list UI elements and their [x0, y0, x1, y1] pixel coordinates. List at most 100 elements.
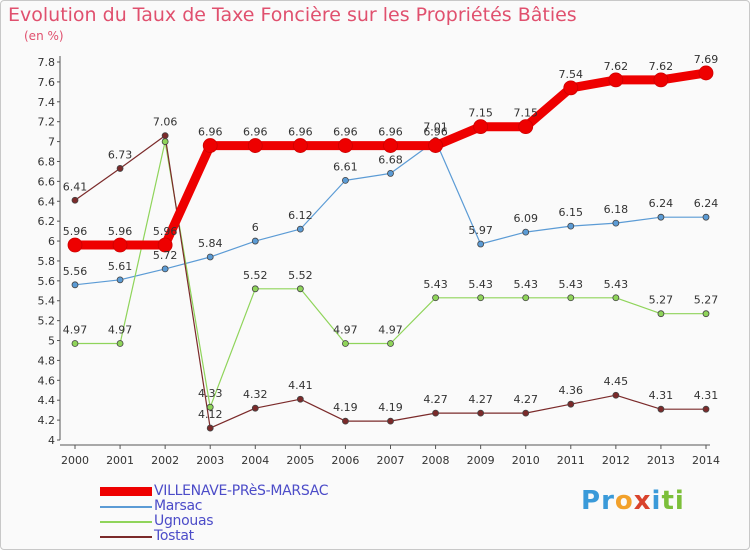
series-line [74, 141, 707, 408]
y-tick-label: 5.6 [38, 275, 56, 288]
data-point [387, 340, 394, 347]
data-label: 4.33 [198, 387, 223, 400]
data-label: 6 [252, 221, 259, 234]
y-tick-label: 7.2 [38, 116, 56, 129]
data-point [387, 417, 394, 425]
data-label: 5.72 [153, 249, 178, 262]
data-label: 5.56 [63, 265, 88, 278]
data-point [432, 409, 439, 417]
data-label: 5.43 [468, 278, 493, 291]
data-point [161, 138, 169, 145]
data-point [206, 424, 214, 432]
data-point [206, 403, 214, 411]
data-point [608, 72, 624, 88]
data-point [657, 405, 665, 413]
data-point [296, 285, 304, 293]
data-point [612, 294, 620, 302]
data-label: 6.15 [559, 206, 584, 219]
x-tick-label: 2004 [241, 454, 269, 467]
y-tick-label: 4 [48, 434, 55, 447]
data-point [161, 132, 169, 140]
data-label: 4.27 [423, 393, 448, 406]
data-point [157, 237, 173, 253]
data-point [567, 222, 575, 230]
x-tick-label: 2012 [602, 454, 630, 467]
data-point [563, 80, 579, 96]
data-point [67, 237, 83, 253]
data-point [567, 400, 575, 408]
data-label: 4.97 [108, 324, 133, 337]
data-point [522, 228, 530, 236]
data-label: 4.19 [333, 401, 358, 414]
data-label: 7.15 [513, 107, 538, 120]
data-label: 4.97 [333, 324, 358, 337]
x-tick-label: 2003 [196, 454, 224, 467]
data-label: 5.61 [108, 260, 133, 273]
legend-swatch [100, 520, 152, 523]
data-label: 6.24 [649, 197, 674, 210]
legend-swatch [100, 505, 152, 508]
data-point [338, 138, 353, 153]
data-point [522, 409, 530, 417]
data-label: 6.96 [198, 126, 223, 139]
data-label: 5.52 [243, 269, 268, 282]
data-point [612, 219, 620, 227]
data-point [702, 405, 710, 413]
logo-letter: r [601, 486, 615, 516]
data-point [112, 237, 128, 253]
data-point [251, 285, 259, 293]
data-point [477, 240, 485, 248]
data-point [702, 310, 710, 318]
data-point [473, 119, 489, 135]
data-point [251, 237, 259, 245]
data-label: 5.43 [423, 278, 448, 291]
logo-letter: i [651, 486, 662, 516]
logo-letter: i [674, 486, 685, 516]
data-point [477, 294, 485, 302]
data-point [292, 138, 308, 153]
data-point [698, 65, 714, 81]
data-point [432, 294, 439, 302]
data-point [71, 281, 79, 289]
proxiti-logo: Proxiti [581, 486, 685, 516]
data-point [428, 138, 443, 153]
data-point [116, 165, 124, 172]
y-tick-label: 5.8 [38, 255, 56, 268]
data-label: 5.27 [694, 294, 719, 307]
series-points [67, 65, 714, 432]
data-point [567, 294, 575, 302]
data-label: 6.73 [108, 148, 133, 161]
data-point [71, 196, 79, 204]
x-tick-label: 2002 [151, 454, 179, 467]
x-tick-label: 2006 [331, 454, 359, 467]
x-tick-label: 2007 [377, 454, 405, 467]
data-label: 6.18 [604, 203, 629, 216]
data-label: 6.24 [694, 197, 719, 210]
data-label: 5.97 [468, 224, 493, 237]
data-label: 5.27 [649, 294, 674, 307]
x-tick-label: 2011 [557, 454, 585, 467]
data-label: 6.41 [63, 180, 88, 193]
x-tick-label: 2010 [512, 454, 540, 467]
data-label: 4.41 [288, 379, 313, 392]
data-label: 4.97 [63, 324, 88, 337]
data-point [251, 404, 259, 412]
data-point [342, 176, 349, 184]
data-labels: 5.96 5.96 5.96 6.96 6.96 6.96 6.96 6.96 6.96 7.15… [63, 53, 719, 421]
chart-title: Evolution du Taux de Taxe Foncière sur l… [8, 4, 577, 26]
data-label: 4.36 [559, 384, 584, 397]
data-point [161, 265, 169, 273]
legend-label: Ugnouas [154, 513, 214, 529]
data-label: 5.96 [108, 225, 133, 238]
data-label: 5.84 [198, 237, 223, 250]
x-tick-label: 2000 [61, 454, 89, 467]
y-tick-label: 5.2 [38, 315, 56, 328]
y-tick-label: 6.8 [38, 155, 56, 168]
data-label: 6.61 [333, 160, 358, 173]
x-tick-label: 2009 [467, 454, 495, 467]
legend-label: VILLENAVE-PRèS-MARSAC [154, 483, 329, 499]
data-point [206, 253, 214, 261]
data-label: 6.12 [288, 209, 313, 222]
